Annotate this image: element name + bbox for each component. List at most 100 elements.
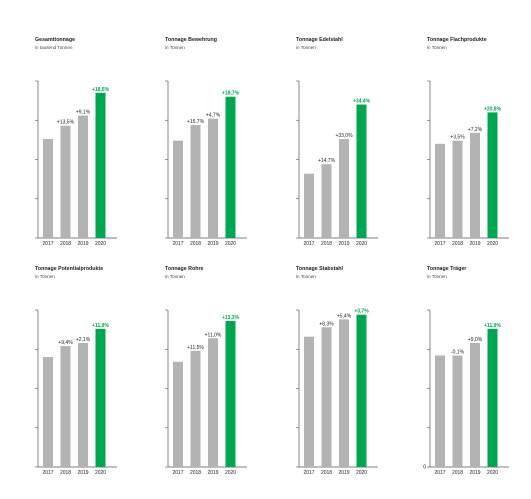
x-tick-label: 2020 xyxy=(487,241,498,247)
x-tick-label: 2017 xyxy=(42,470,53,476)
data-label: +9,0% xyxy=(468,337,483,343)
bar-chart: 2017 2018 +11,5% 2019 +11,0% 2020 +13,3% xyxy=(165,309,247,476)
x-tick-label: 2018 xyxy=(321,470,332,476)
chart-panel-edelstahl: Tonnage Edelstahl in Tonnen 2017 2018 +14,… xyxy=(296,37,424,267)
bar xyxy=(173,140,183,238)
data-label: +15,7% xyxy=(187,119,205,125)
highlight-bar xyxy=(225,320,236,467)
x-tick-label: 2019 xyxy=(207,470,218,476)
x-tick-label: 2019 xyxy=(207,241,218,247)
bar xyxy=(452,140,463,238)
bar xyxy=(339,139,349,238)
bar xyxy=(470,132,480,238)
chart-title: Tonnage Rohre xyxy=(165,266,204,272)
bar xyxy=(208,118,218,238)
bar xyxy=(208,338,218,467)
chart-subtitle: in Tonnen xyxy=(296,274,316,279)
chart-subtitle: in Tonnen xyxy=(35,274,55,279)
chart-subtitle: in Tonnen xyxy=(296,45,316,50)
data-label: +34,4% xyxy=(353,99,371,105)
x-tick-label: 2018 xyxy=(452,241,463,247)
chart-subtitle: in Tonnen xyxy=(427,45,447,50)
bar xyxy=(470,342,480,467)
data-label: +18,5% xyxy=(92,87,110,93)
y-tick-label: 0 xyxy=(423,465,426,471)
data-label: +11,9% xyxy=(484,323,501,329)
chart-title: Gesamttonnage xyxy=(35,37,76,43)
chart-title: Tonnage Bewehrung xyxy=(165,37,217,43)
x-tick-label: 2018 xyxy=(190,241,201,247)
x-tick-label: 2019 xyxy=(77,470,88,476)
chart-panel-traeger: Tonnage Träger in Tonnen 0 2017 2018 -0,1% 2… xyxy=(423,266,531,496)
highlight-bar xyxy=(487,328,498,467)
bar xyxy=(43,357,53,467)
data-label: +18,7% xyxy=(222,91,240,97)
data-label: +11,0% xyxy=(205,332,222,338)
data-label: +13,3% xyxy=(222,315,240,321)
data-label: +3,7% xyxy=(354,309,369,315)
highlight-bar xyxy=(225,96,236,238)
data-label: +7,2% xyxy=(468,127,483,133)
bar xyxy=(304,336,314,467)
x-tick-label: 2017 xyxy=(42,241,53,247)
bar xyxy=(60,125,71,238)
data-label: +2,1% xyxy=(76,337,91,343)
bar-chart: 2017 2018 +15,7% 2019 +4,7% 2020 +18,7% xyxy=(165,80,247,247)
data-label: +4,7% xyxy=(206,113,221,119)
x-tick-label: 2020 xyxy=(95,470,106,476)
bar xyxy=(452,355,463,467)
data-label: +9,4% xyxy=(58,340,73,346)
bar xyxy=(43,139,53,238)
chart-panel-flachprodukte: Tonnage Flachprodukte in Tonnen 2017 2018… xyxy=(427,37,531,267)
bar xyxy=(321,327,332,467)
x-tick-label: 2020 xyxy=(225,470,236,476)
x-tick-label: 2019 xyxy=(338,241,349,247)
x-tick-label: 2020 xyxy=(356,470,367,476)
bar xyxy=(78,115,88,238)
data-label: +11,5% xyxy=(187,345,204,351)
x-tick-label: 2018 xyxy=(190,470,201,476)
chart-subtitle: in Tonnen xyxy=(165,45,185,50)
x-tick-label: 2018 xyxy=(60,470,71,476)
x-tick-label: 2019 xyxy=(469,470,480,476)
data-label: +20,8% xyxy=(484,106,502,112)
x-tick-label: 2017 xyxy=(303,241,314,247)
bar xyxy=(60,346,71,467)
x-tick-label: 2017 xyxy=(172,470,183,476)
chart-subtitle: in Tonnen xyxy=(427,274,447,279)
bar-chart: 2017 2018 +14,7% 2019 +33,0% 2020 +34,4% xyxy=(296,80,378,247)
bar-chart: 2017 2018 +8,3% 2019 +5,4% 2020 +3,7% xyxy=(296,309,378,476)
bar xyxy=(435,355,445,467)
bar xyxy=(304,173,314,238)
chart-panel-rohre: Tonnage Rohre in Tonnen 2017 2018 +11,5% 20… xyxy=(165,266,293,496)
chart-title: Tonnage Potentialprodukte xyxy=(35,266,104,272)
bar xyxy=(339,319,349,467)
highlight-bar xyxy=(356,104,367,238)
bar xyxy=(190,350,201,467)
bar xyxy=(78,342,88,467)
bar xyxy=(173,361,183,467)
x-tick-label: 2018 xyxy=(60,241,71,247)
bar-chart: 2017 2018 +9,4% 2019 +2,1% 2020 +11,9% xyxy=(35,309,117,476)
x-tick-label: 2020 xyxy=(487,470,498,476)
x-tick-label: 2018 xyxy=(452,470,463,476)
data-label: +3,5% xyxy=(450,135,465,141)
bar-chart: 2017 2018 +3,5% 2019 +7,2% 2020 +20,8% xyxy=(427,80,509,247)
data-label: +9,1% xyxy=(76,110,91,116)
chart-subtitle: in tausend Tonnen xyxy=(35,45,73,50)
data-label: +8,3% xyxy=(319,321,334,327)
chart-panel-gesamttonnage: Gesamttonnage in tausend Tonnen 2017 2018… xyxy=(35,37,163,267)
bar xyxy=(321,164,332,238)
x-tick-label: 2017 xyxy=(434,241,445,247)
chart-title: Tonnage Stabstahl xyxy=(296,266,343,272)
highlight-bar xyxy=(95,328,106,467)
x-tick-label: 2020 xyxy=(225,241,236,247)
x-tick-label: 2017 xyxy=(172,241,183,247)
data-label: +11,9% xyxy=(92,323,109,329)
highlight-bar xyxy=(487,112,498,238)
highlight-bar xyxy=(356,314,367,467)
x-tick-label: 2019 xyxy=(338,470,349,476)
bar xyxy=(435,143,445,238)
bar xyxy=(190,124,201,238)
chart-subtitle: in Tonnen xyxy=(165,274,185,279)
